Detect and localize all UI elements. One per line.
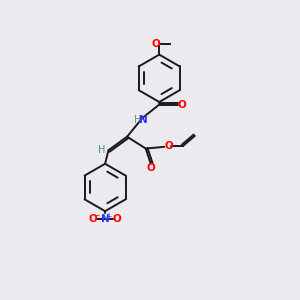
Text: N: N bbox=[101, 214, 110, 224]
Text: O: O bbox=[178, 100, 187, 110]
Text: N: N bbox=[139, 115, 148, 125]
Text: H: H bbox=[98, 145, 105, 155]
Text: O: O bbox=[112, 214, 121, 224]
Text: O: O bbox=[152, 40, 160, 50]
Text: +: + bbox=[105, 212, 112, 221]
Text: O: O bbox=[89, 214, 98, 224]
Text: O: O bbox=[164, 141, 173, 151]
Text: −: − bbox=[93, 211, 100, 220]
Text: O: O bbox=[146, 163, 155, 173]
Text: H: H bbox=[134, 115, 142, 125]
